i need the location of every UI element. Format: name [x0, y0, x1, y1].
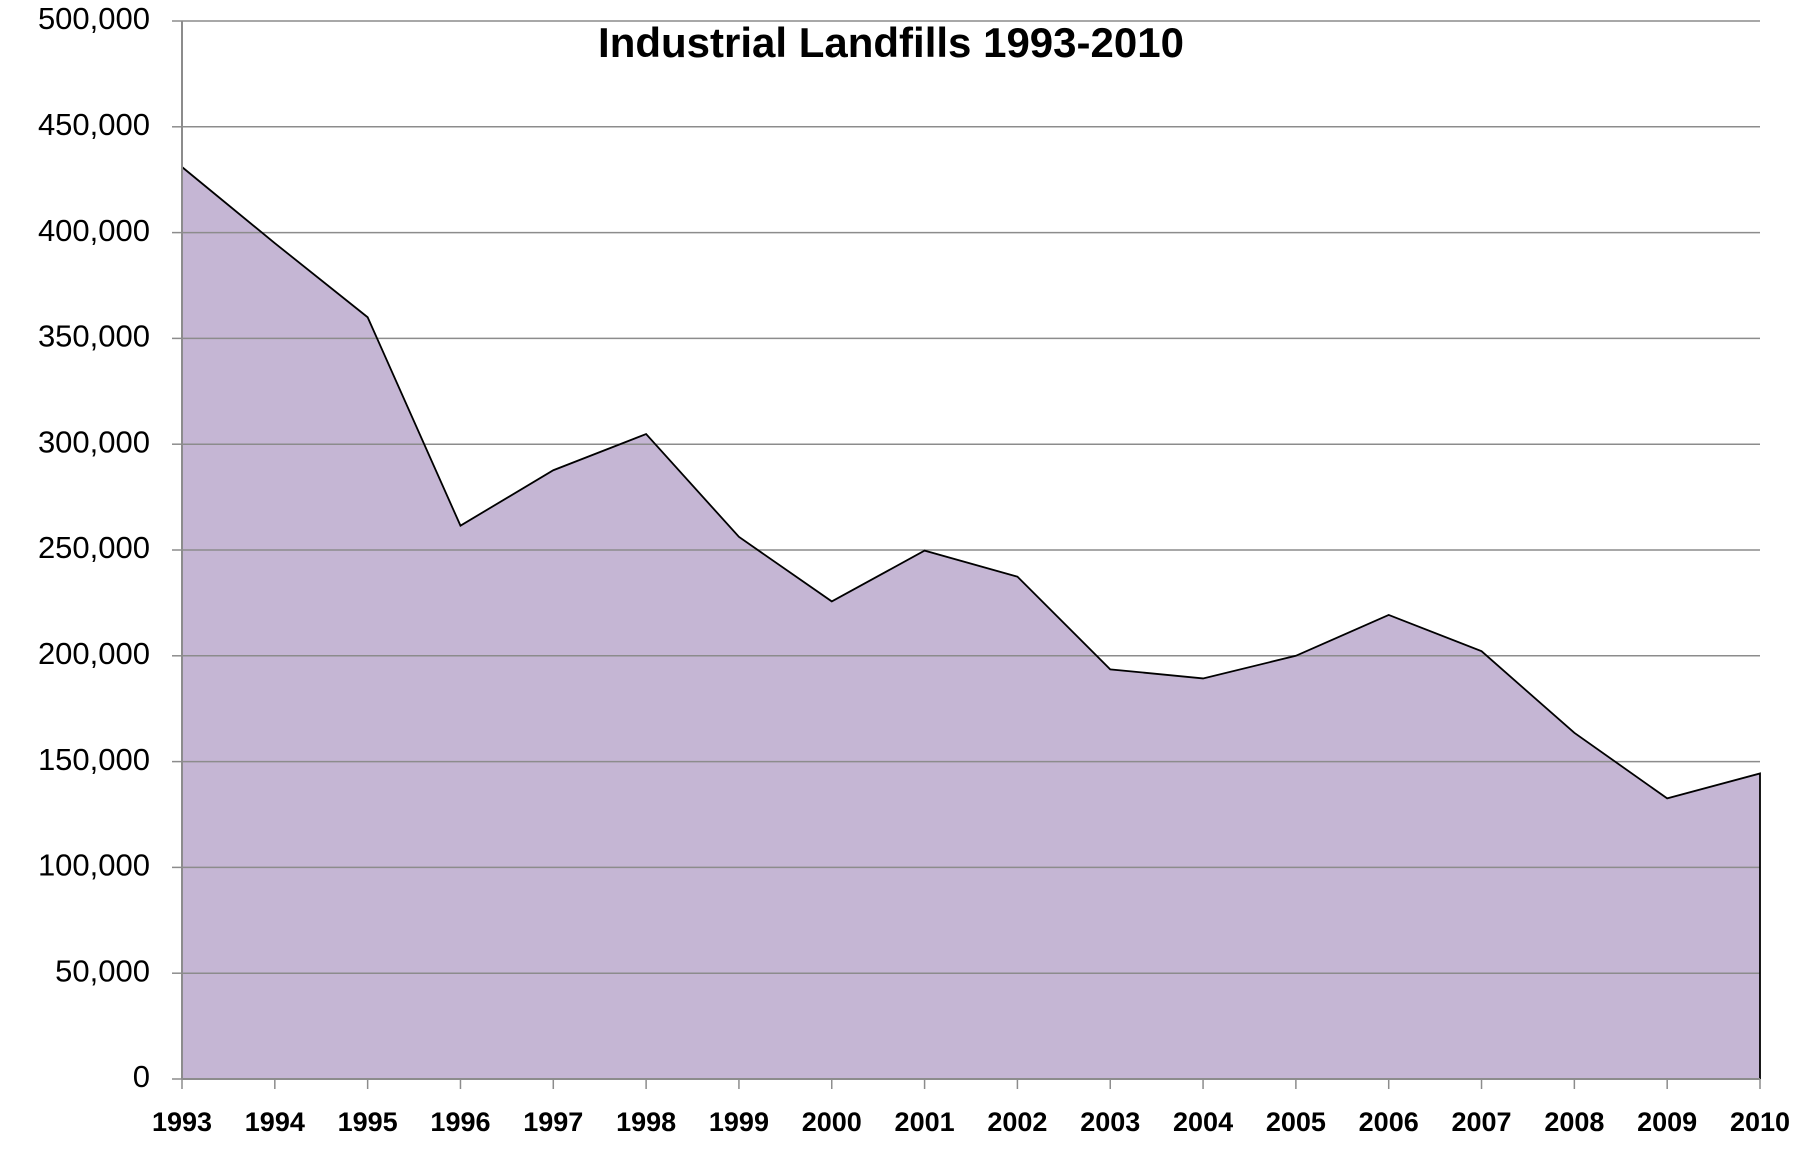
- x-tick-label: 1997: [523, 1107, 583, 1137]
- x-tick-label: 2000: [802, 1107, 862, 1137]
- x-tick-label: 2005: [1266, 1107, 1326, 1137]
- x-tick-label: 2008: [1544, 1107, 1604, 1137]
- x-tick-label: 2003: [1080, 1107, 1140, 1137]
- x-tick-label: 2007: [1451, 1107, 1511, 1137]
- area: [182, 167, 1760, 1079]
- y-tick-label: 450,000: [38, 107, 150, 142]
- chart-title: Industrial Landfills 1993-2010: [598, 19, 1184, 66]
- x-tick-label: 2010: [1730, 1107, 1790, 1137]
- x-tick-label: 1999: [709, 1107, 769, 1137]
- x-tick-label: 2006: [1359, 1107, 1419, 1137]
- x-tick-label: 1996: [430, 1107, 490, 1137]
- line: [181, 166, 1761, 1079]
- y-tick-label: 150,000: [38, 742, 150, 777]
- y-tick-label: 100,000: [38, 848, 150, 883]
- y-tick-label: 0: [133, 1059, 150, 1094]
- y-tick-label: 200,000: [38, 636, 150, 671]
- x-tick-label: 2001: [895, 1107, 955, 1137]
- y-tick-label: 250,000: [38, 530, 150, 565]
- x-tick-label: 2009: [1637, 1107, 1697, 1137]
- x-tick-label: 1998: [616, 1107, 676, 1137]
- y-tick-label: 500,000: [38, 1, 150, 36]
- x-tick-label: 2004: [1173, 1107, 1233, 1137]
- x-tick-label: 1993: [152, 1107, 212, 1137]
- y-tick-label: 400,000: [38, 213, 150, 248]
- y-tick-label: 350,000: [38, 319, 150, 354]
- y-tick-label: 300,000: [38, 424, 150, 459]
- x-tick-label: 2002: [987, 1107, 1047, 1137]
- x-tick-label: 1994: [245, 1107, 305, 1137]
- y-tick-label: 50,000: [55, 953, 150, 988]
- x-tick-label: 1995: [338, 1107, 398, 1137]
